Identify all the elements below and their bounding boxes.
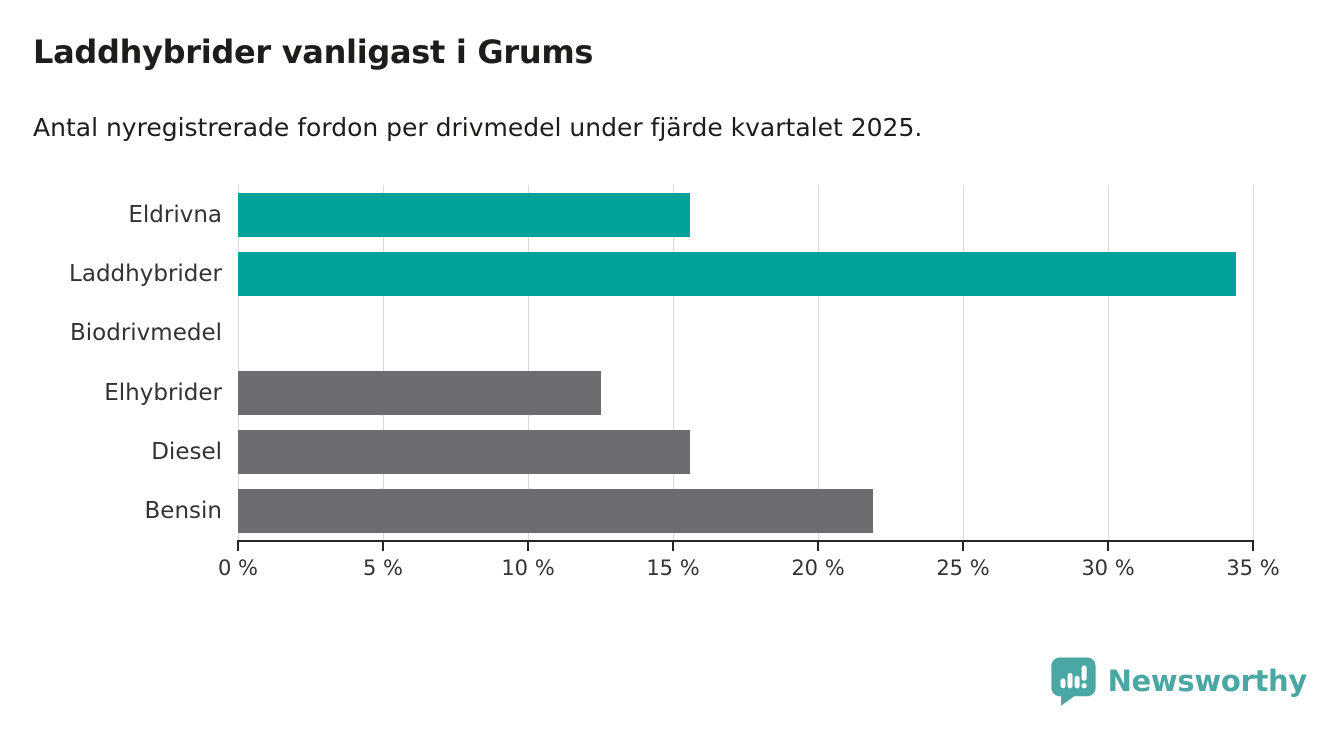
gridline bbox=[1253, 185, 1254, 541]
bar-track bbox=[238, 422, 1253, 481]
gridline bbox=[238, 185, 239, 541]
axis-tick-label: 15 % bbox=[646, 556, 700, 580]
category-label: Bensin bbox=[144, 498, 222, 525]
bar-elhybrider bbox=[238, 370, 601, 415]
newsworthy-logo: Newsworthy bbox=[1050, 655, 1307, 707]
chart-row: Biodrivmedel bbox=[0, 304, 1253, 363]
gridline bbox=[963, 185, 964, 541]
axis-tick bbox=[527, 542, 529, 551]
axis-tick-label: 30 % bbox=[1081, 556, 1135, 580]
chart-row: Laddhybrider bbox=[0, 244, 1253, 303]
chart-rows: Eldrivna Laddhybrider Biodrivmedel Elhybrid… bbox=[0, 185, 1253, 541]
bar-track bbox=[238, 244, 1253, 303]
axis-tick-label: 0 % bbox=[218, 556, 258, 580]
brand-name: Newsworthy bbox=[1107, 664, 1308, 698]
bar-diesel bbox=[238, 429, 691, 474]
chart-row: Elhybrider bbox=[0, 363, 1253, 422]
axis-tick bbox=[672, 542, 674, 551]
bar-track bbox=[238, 304, 1253, 363]
gridlines bbox=[238, 185, 1254, 541]
category-label: Diesel bbox=[151, 438, 222, 465]
category-label: Eldrivna bbox=[128, 201, 222, 228]
chart-row: Eldrivna bbox=[0, 185, 1253, 244]
axis-tick-label: 5 % bbox=[363, 556, 403, 580]
category-label: Elhybrider bbox=[104, 379, 222, 406]
bar-track bbox=[238, 185, 1253, 244]
bar-bensin bbox=[238, 489, 874, 534]
gridline bbox=[673, 185, 674, 541]
gridline bbox=[818, 185, 819, 541]
newsworthy-speech-bubble-chart-icon bbox=[1050, 657, 1096, 706]
bar-laddhybrider bbox=[238, 251, 1236, 296]
gridline bbox=[528, 185, 529, 541]
axis-tick-label: 35 % bbox=[1226, 556, 1280, 580]
bar-track bbox=[238, 482, 1253, 541]
axis-tick-label: 25 % bbox=[936, 556, 990, 580]
category-label: Biodrivmedel bbox=[70, 320, 222, 347]
chart-row: Bensin bbox=[0, 482, 1253, 541]
axis-tick bbox=[1252, 542, 1254, 551]
axis-tick bbox=[382, 542, 384, 551]
axis-tick bbox=[1107, 542, 1109, 551]
bar-eldrivna bbox=[238, 192, 691, 237]
axis-tick-label: 20 % bbox=[791, 556, 845, 580]
x-axis-line bbox=[237, 540, 1254, 542]
gridline bbox=[383, 185, 384, 541]
bar-chart: Eldrivna Laddhybrider Biodrivmedel Elhybrid… bbox=[0, 185, 1340, 595]
axis-tick bbox=[817, 542, 819, 551]
axis-tick bbox=[962, 542, 964, 551]
category-label: Laddhybrider bbox=[69, 260, 222, 287]
axis-tick bbox=[237, 542, 239, 551]
bar-track bbox=[238, 363, 1253, 422]
axis-tick-label: 10 % bbox=[501, 556, 555, 580]
chart-subtitle: Antal nyregistrerade fordon per drivmede… bbox=[33, 113, 923, 142]
gridline bbox=[1108, 185, 1109, 541]
chart-title: Laddhybrider vanligast i Grums bbox=[33, 33, 594, 71]
chart-row: Diesel bbox=[0, 422, 1253, 481]
